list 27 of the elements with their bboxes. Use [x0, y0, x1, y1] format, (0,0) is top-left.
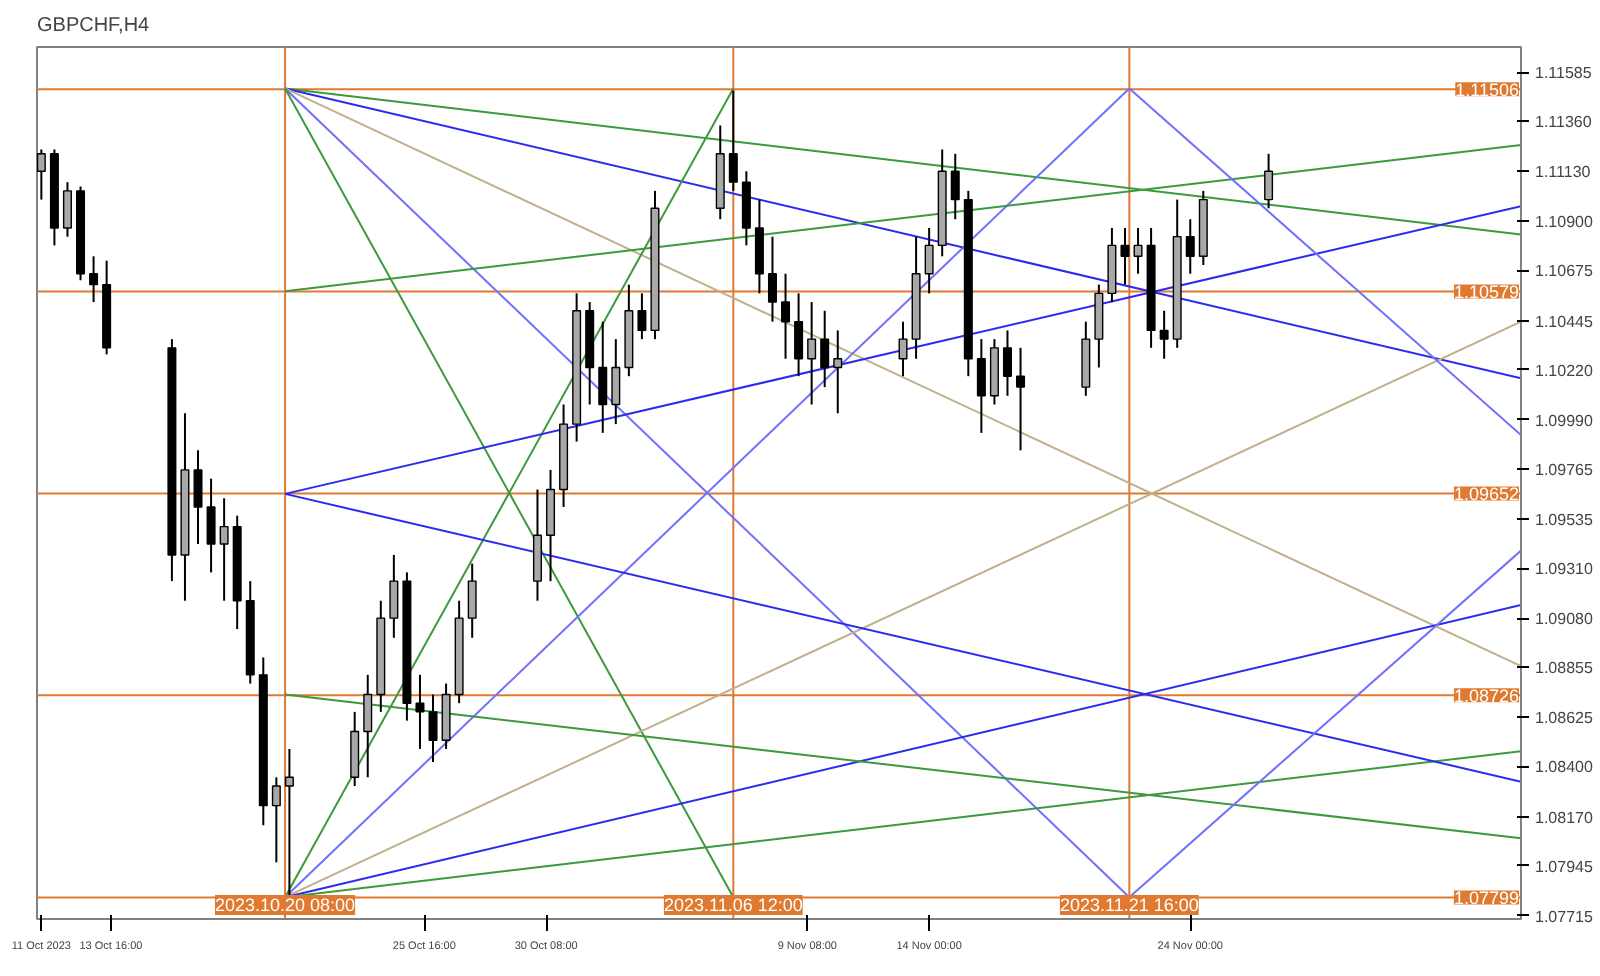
y-tick-label: 1.10220 — [1535, 361, 1594, 380]
y-tick-label: 1.09310 — [1535, 560, 1594, 579]
ref-line-label: 2023.11.21 16:00 — [1059, 895, 1199, 915]
y-tick-label: 1.09080 — [1535, 610, 1594, 629]
y-tick-label: 1.09535 — [1535, 510, 1594, 529]
ref-line-label: 1.07799 — [1453, 888, 1520, 909]
ref-line-label: 2023.11.06 12:00 — [663, 895, 803, 915]
ref-line-label: 2023.10.20 08:00 — [214, 895, 356, 915]
y-tick-label: 1.11360 — [1535, 113, 1593, 132]
y-tick-label: 1.11130 — [1535, 163, 1592, 182]
chart-title: GBPCHF,H4 — [37, 15, 151, 37]
y-tick-label: 1.11585 — [1535, 64, 1593, 83]
y-tick-label: 1.07945 — [1535, 857, 1594, 876]
y-tick-label: 1.09765 — [1535, 460, 1594, 479]
y-tick-label: 1.08400 — [1535, 758, 1594, 777]
y-tick-label: 1.08625 — [1535, 709, 1594, 728]
y-tick-label: 1.10445 — [1535, 312, 1594, 331]
y-tick-label: 1.09990 — [1535, 411, 1594, 430]
y-tick-label: 1.08855 — [1535, 659, 1594, 678]
y-tick-label: 1.08170 — [1535, 808, 1594, 827]
ref-line-label: 1.11506 — [1455, 80, 1520, 101]
y-tick-label: 1.07715 — [1535, 907, 1594, 926]
ref-line-label: 1.08726 — [1453, 686, 1520, 707]
y-tick-label: 1.10675 — [1535, 262, 1594, 281]
ref-line-label: 1.09652 — [1453, 484, 1520, 505]
ref-line-label: 1.10579 — [1453, 282, 1520, 303]
y-tick-label: 1.10900 — [1535, 213, 1594, 232]
